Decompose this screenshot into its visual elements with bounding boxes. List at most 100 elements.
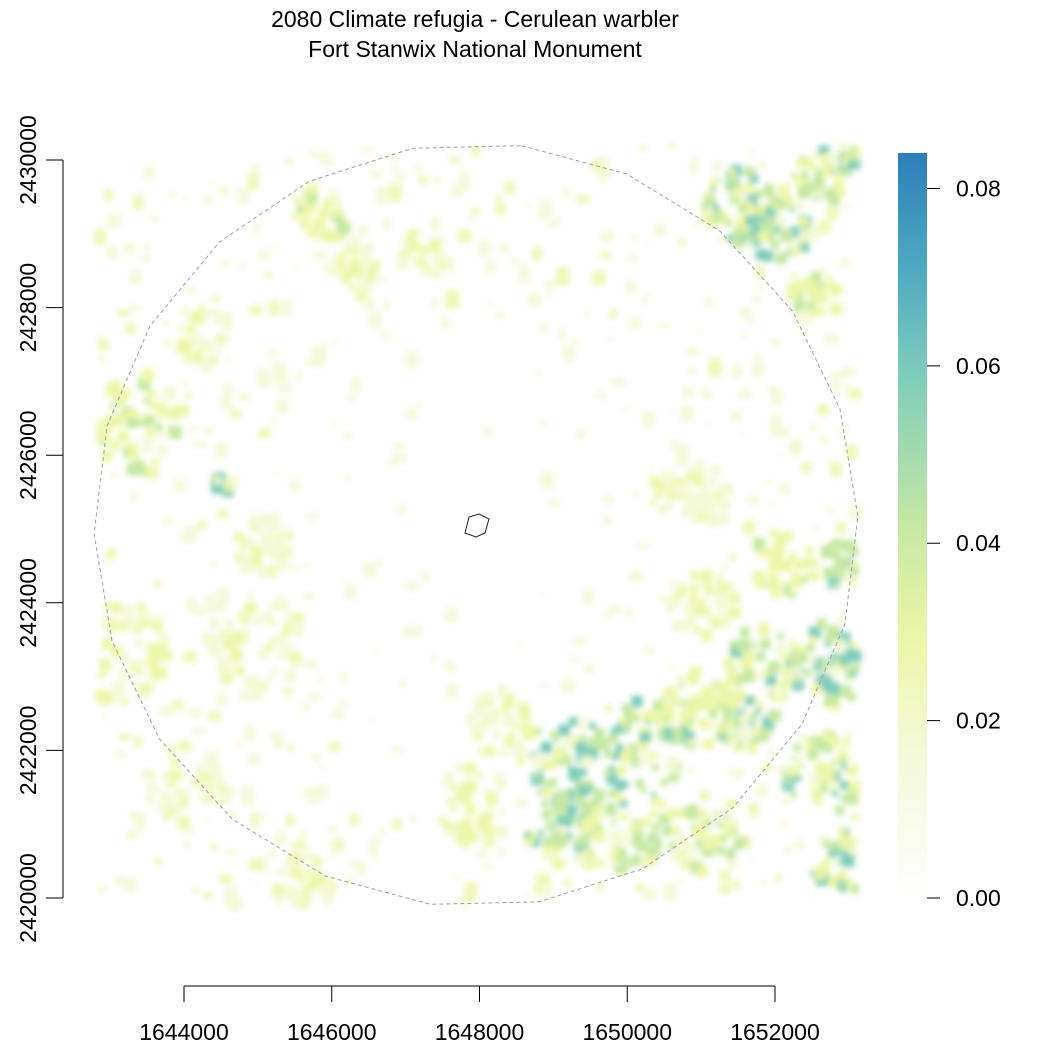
raster-cell [579,756,594,769]
raster-cell [265,644,273,652]
raster-cell [319,152,331,166]
raster-cell [622,781,629,788]
raster-cell [716,603,727,618]
raster-cell [647,832,660,845]
raster-cell [697,718,709,729]
raster-cell [605,705,612,712]
raster-cell [353,265,364,275]
raster-cell [164,340,169,347]
raster-cell [806,643,815,652]
raster-cell [331,421,338,427]
raster-cell [558,824,566,833]
raster-cell [839,781,849,790]
raster-cell [292,213,298,219]
raster-cell [310,861,320,870]
raster-cell [167,769,174,776]
raster-cell [498,682,506,693]
raster-cell [572,817,580,824]
raster-cell [813,291,827,304]
x-tick-label: 1650000 [582,1019,672,1045]
raster-cell [222,324,230,332]
raster-cell [330,199,341,207]
raster-cell [712,161,722,173]
raster-cell [443,827,452,835]
raster-cell [486,302,494,306]
raster-cell [519,704,530,716]
raster-cell [773,684,784,700]
raster-cell [764,670,772,678]
raster-cell [824,283,829,287]
raster-cell [398,261,405,268]
raster-cell [454,874,461,880]
raster-cell [759,286,764,290]
raster-cell [781,679,790,688]
raster-cell [709,684,720,693]
raster-cell [643,295,650,304]
raster-cell [152,622,163,633]
raster-cell [286,815,294,826]
raster-cell [579,734,587,741]
raster-cell [840,305,845,313]
raster-cell [524,832,531,839]
raster-cell [302,790,308,799]
raster-cell [250,546,262,558]
raster-cell [600,251,611,259]
raster-cell [139,683,150,694]
raster-cell [691,810,700,819]
raster-cell [186,315,193,321]
raster-cell [810,787,823,799]
raster-cell [827,193,840,206]
raster-cell [767,195,778,207]
raster-cell [291,565,298,572]
raster-cell [559,328,567,340]
raster-cell [214,442,228,459]
raster-cell [546,290,552,297]
raster-cell [826,506,835,513]
raster-cell [689,166,696,175]
raster-cell [850,814,860,821]
raster-cell [834,556,845,567]
raster-cell [789,206,796,213]
raster-cell [756,783,769,798]
raster-cell [217,655,231,674]
raster-cell [775,644,787,657]
raster-cell [245,539,255,550]
raster-cell [280,300,292,316]
raster-cell [237,187,250,205]
raster-cell [393,442,405,450]
raster-cell [404,233,415,244]
raster-cell [531,753,543,765]
raster-cell [289,852,298,860]
raster-cell [116,750,125,760]
raster-cell [544,279,557,289]
raster-cell [804,670,812,677]
raster-cell [839,655,850,666]
raster-cell [708,710,718,719]
raster-cell [233,642,242,651]
raster-cell [733,841,742,850]
raster-cell [850,641,858,649]
raster-cell [362,562,376,578]
raster-cell [281,630,288,637]
raster-cell [846,764,859,776]
raster-cell [446,773,453,781]
raster-cell [769,503,775,507]
raster-cell [403,625,414,638]
raster-cell [667,715,675,723]
raster-cell [730,640,740,650]
raster-cell [799,171,809,181]
raster-cell [827,667,841,677]
raster-cell [100,663,107,669]
raster-cell [825,188,836,199]
raster-cell [217,676,225,683]
raster-cell [355,290,368,302]
raster-cell [837,152,845,161]
raster-cell [178,787,184,796]
raster-cell [141,367,155,382]
raster-cell [457,229,471,243]
raster-cell [708,358,722,377]
raster-cell [610,849,620,859]
raster-cell [108,646,116,653]
raster-cell [128,810,140,820]
raster-cell [810,424,819,431]
